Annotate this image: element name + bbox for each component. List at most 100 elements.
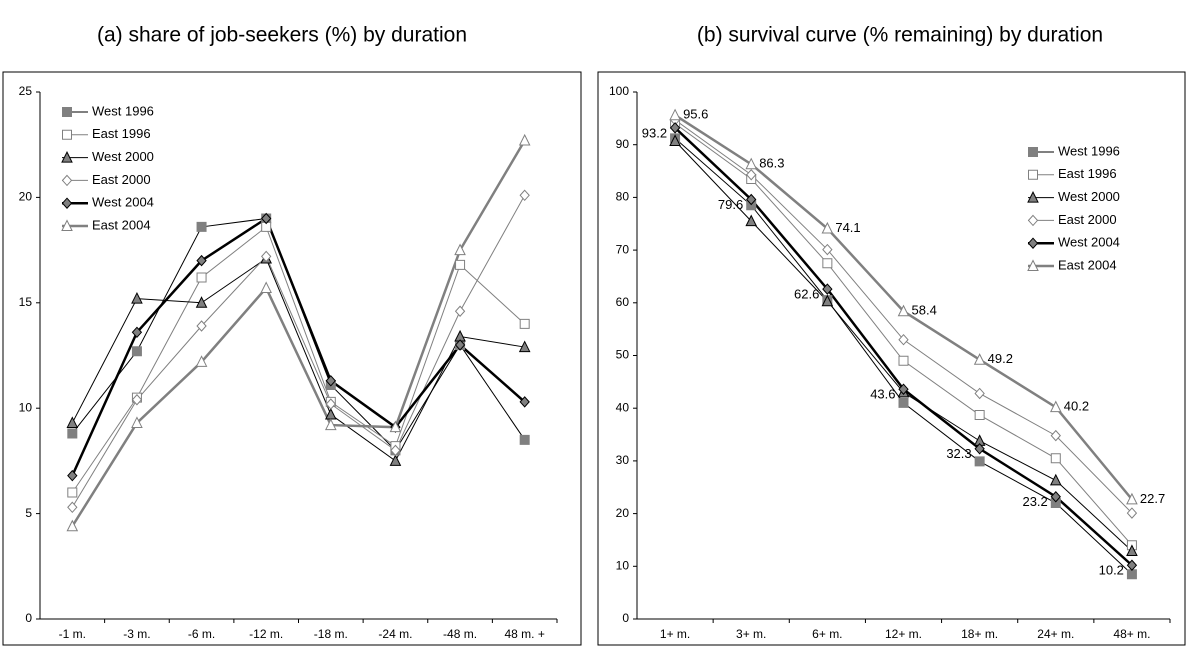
marker xyxy=(131,291,143,304)
marker xyxy=(1126,569,1137,580)
x-tick-label: 12+ m. xyxy=(885,627,922,641)
marker xyxy=(66,416,79,428)
value-label: 10.2 xyxy=(1099,563,1124,578)
legend-text: West 2000 xyxy=(92,149,154,164)
marker xyxy=(519,318,530,329)
legend-text: East 1996 xyxy=(92,126,151,141)
marker xyxy=(196,254,207,267)
legend-marker xyxy=(61,150,73,163)
x-tick-label: 48+ m. xyxy=(1113,627,1150,641)
value-label: 32.3 xyxy=(946,446,971,461)
marker xyxy=(746,193,757,206)
marker xyxy=(974,387,985,400)
legend-text: West 2004 xyxy=(92,195,154,210)
y-tick-label: 10 xyxy=(616,558,630,572)
marker xyxy=(1126,507,1138,519)
x-tick-label: -3 m. xyxy=(123,627,150,641)
marker xyxy=(261,250,272,263)
legend-text: East 2004 xyxy=(1058,257,1117,272)
marker xyxy=(131,346,142,357)
legend-text: East 1996 xyxy=(1058,166,1117,181)
value-label: 93.2 xyxy=(642,125,667,140)
marker xyxy=(897,304,910,317)
marker xyxy=(1050,453,1061,464)
y-tick-label: 5 xyxy=(25,506,32,520)
marker xyxy=(898,355,909,366)
value-label: 40.2 xyxy=(1064,399,1089,414)
legend-marker xyxy=(1027,259,1039,271)
marker xyxy=(745,214,758,227)
x-tick-label: -6 m. xyxy=(188,627,215,641)
marker xyxy=(454,243,466,256)
chart-title: (a) share of job-seekers (%) by duration xyxy=(97,24,467,47)
legend-text: West 2004 xyxy=(1058,235,1120,250)
marker xyxy=(261,212,272,225)
value-label: 22.7 xyxy=(1140,491,1165,506)
marker xyxy=(669,134,681,147)
x-tick-label: -12 m. xyxy=(249,627,283,641)
value-label: 23.2 xyxy=(1022,494,1047,509)
marker xyxy=(746,168,757,181)
y-tick-label: 40 xyxy=(616,400,630,414)
marker xyxy=(66,519,79,532)
legend-text: West 1996 xyxy=(92,103,154,118)
y-tick-label: 15 xyxy=(19,295,33,309)
x-tick-label: 1+ m. xyxy=(660,627,690,641)
x-tick-label: -18 m. xyxy=(314,627,348,641)
marker xyxy=(455,259,466,270)
marker xyxy=(518,133,531,146)
marker xyxy=(67,501,78,514)
legend-text: West 1996 xyxy=(1058,143,1120,158)
marker xyxy=(454,339,466,351)
panel-frame xyxy=(2,71,582,646)
legend-text: East 2000 xyxy=(92,172,151,187)
marker xyxy=(1126,559,1138,571)
marker xyxy=(1126,492,1138,505)
y-tick-label: 90 xyxy=(616,137,630,151)
x-tick-label: 24+ m. xyxy=(1037,627,1074,641)
legend-marker xyxy=(61,174,73,187)
x-tick-label: 3+ m. xyxy=(736,627,766,641)
legend-marker xyxy=(1027,190,1039,203)
series-line xyxy=(71,216,526,477)
marker xyxy=(821,221,834,234)
y-tick-label: 70 xyxy=(616,242,630,256)
marker xyxy=(389,454,402,466)
marker xyxy=(1050,490,1061,503)
series-line xyxy=(71,195,526,508)
marker xyxy=(1050,429,1061,442)
marker xyxy=(131,416,143,428)
marker xyxy=(898,333,909,346)
marker xyxy=(389,420,402,433)
marker xyxy=(821,294,834,307)
marker xyxy=(196,320,207,332)
value-label: 58.4 xyxy=(912,303,937,318)
marker xyxy=(67,428,78,439)
marker xyxy=(898,383,909,395)
chart-title: (b) survival curve (% remaining) by dura… xyxy=(697,24,1103,47)
x-tick-label: 18+ m. xyxy=(961,627,998,641)
y-tick-label: 100 xyxy=(609,84,629,98)
x-tick-label: 6+ m. xyxy=(812,627,842,641)
y-tick-label: 20 xyxy=(19,190,33,204)
marker xyxy=(325,398,336,410)
marker xyxy=(974,443,985,455)
marker xyxy=(822,243,833,256)
marker xyxy=(325,407,337,420)
series-line xyxy=(71,257,525,462)
value-label: 74.1 xyxy=(835,220,860,235)
legend-marker xyxy=(1028,147,1038,157)
y-tick-label: 80 xyxy=(616,190,630,204)
y-tick-label: 10 xyxy=(19,400,33,414)
marker xyxy=(195,296,208,308)
series-line xyxy=(71,139,526,527)
y-tick-label: 50 xyxy=(616,348,630,362)
legend-marker xyxy=(61,197,73,209)
legend-marker xyxy=(1027,214,1039,227)
marker xyxy=(196,272,207,283)
marker xyxy=(1049,400,1062,413)
y-tick-label: 0 xyxy=(25,611,32,625)
marker xyxy=(1049,473,1062,486)
